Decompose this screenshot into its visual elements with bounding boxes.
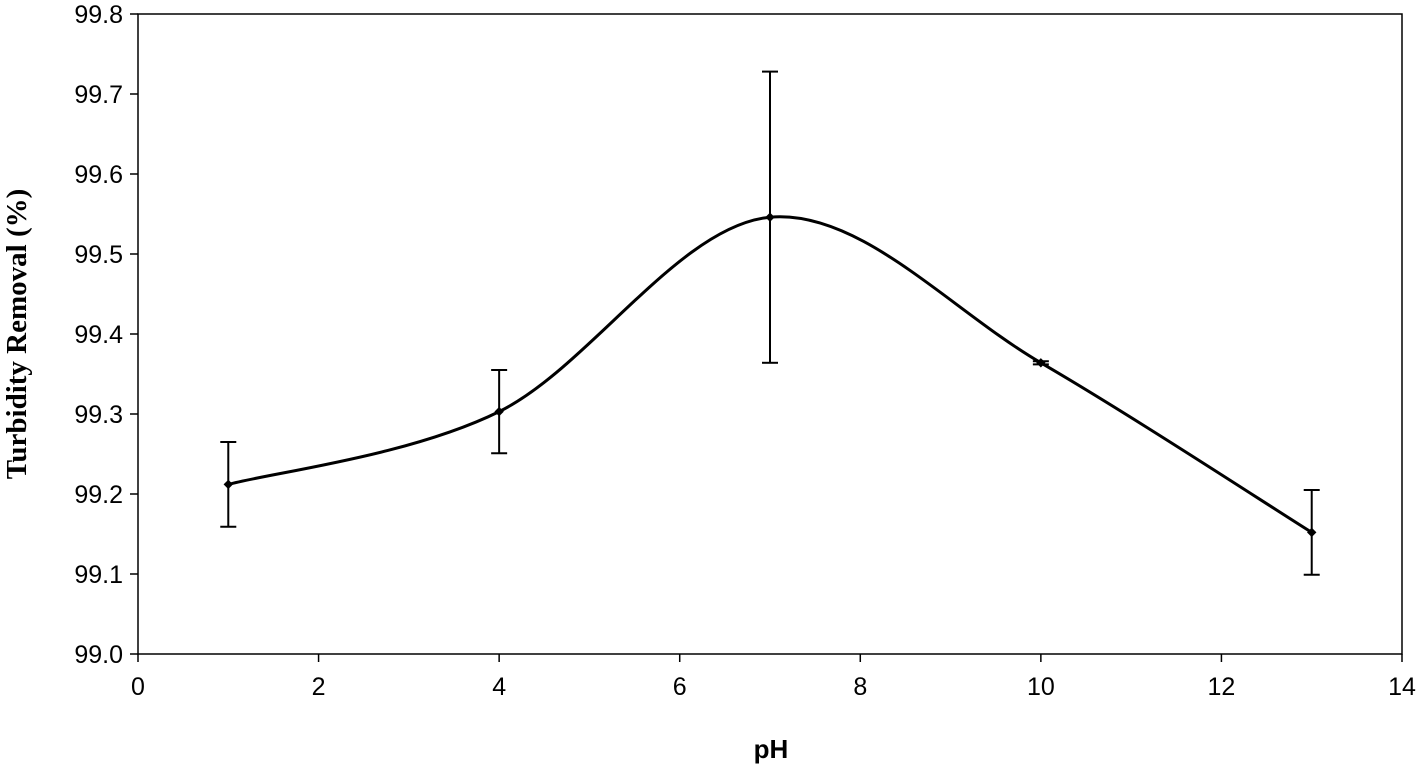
y-tick-label: 99.4 bbox=[74, 321, 123, 349]
x-tick-label: 10 bbox=[1027, 673, 1055, 701]
x-tick-label: 12 bbox=[1208, 673, 1236, 701]
y-tick-label: 99.2 bbox=[74, 481, 123, 509]
y-tick-label: 99.6 bbox=[74, 161, 123, 189]
data-point bbox=[765, 212, 775, 222]
x-tick-label: 4 bbox=[492, 673, 506, 701]
y-tick-label: 99.8 bbox=[74, 1, 123, 29]
data-point bbox=[494, 406, 504, 417]
x-tick-label: 8 bbox=[853, 673, 867, 701]
data-point bbox=[1307, 527, 1317, 538]
x-tick-label: 0 bbox=[131, 673, 145, 701]
data-point bbox=[223, 479, 233, 490]
y-tick-label: 99.1 bbox=[74, 561, 123, 589]
y-tick-label: 99.5 bbox=[74, 241, 123, 269]
y-tick-label: 99.3 bbox=[74, 401, 123, 429]
y-tick-label: 99.7 bbox=[74, 81, 123, 109]
x-tick-label: 2 bbox=[312, 673, 326, 701]
data-point bbox=[1036, 358, 1046, 368]
x-tick-label: 6 bbox=[673, 673, 687, 701]
x-tick-label: 14 bbox=[1388, 673, 1416, 701]
y-tick-label: 99.0 bbox=[74, 641, 123, 669]
plot-marks bbox=[220, 70, 1320, 576]
x-axis-title: pH bbox=[754, 734, 789, 764]
axes: 0 2 4 6 8 10 12 14 99.0 99.1 99.2 99.3 99.4 99.5 99.6 9… bbox=[74, 1, 1416, 701]
y-axis-title: Turbidity Removal (%) bbox=[1, 189, 33, 480]
